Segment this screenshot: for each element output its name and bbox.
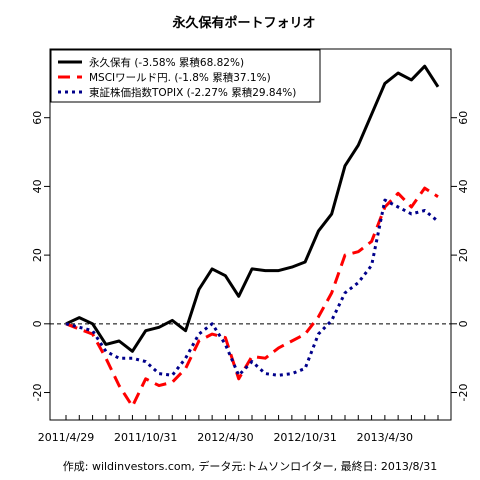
y-tick-label-right: 40: [457, 179, 470, 193]
y-axis-left: -20 0 20 40 60: [31, 111, 50, 402]
chart-title: 永久保有ポートフォリオ: [171, 15, 315, 31]
legend-label-3: 東証株価指数TOPIX (-2.27% 累積29.84%): [89, 86, 296, 99]
y-tick-label-left: 0: [31, 320, 44, 327]
series-line-2: [65, 186, 439, 408]
x-tick-label: 2012/10/31: [273, 431, 336, 444]
y-tick-label-left: 40: [31, 179, 44, 193]
series-line-1: [65, 64, 440, 353]
legend-box: [50, 49, 321, 103]
legend-label-2: MSCIワールド円. (-1.8% 累積37.1%): [89, 71, 271, 84]
series-line-3: [65, 198, 439, 377]
x-tick-label: 2013/4/30: [357, 431, 413, 444]
y-tick-label-right: 60: [457, 111, 470, 125]
y-tick-label-left: -20: [31, 384, 44, 402]
x-tick-label: 2011/4/29: [38, 431, 94, 444]
y-tick-label-right: -20: [457, 384, 470, 402]
y-axis-right: -20 0 20 40 60: [451, 111, 470, 402]
plot-frame: [49, 48, 452, 421]
x-tick-label: 2012/4/30: [197, 431, 253, 444]
series-layer: [65, 64, 440, 408]
legend: 永久保有 (-3.58% 累積68.82%) MSCIワールド円. (-1.8% …: [50, 49, 321, 103]
y-tick-label-right: 0: [457, 320, 470, 327]
legend-label-1: 永久保有 (-3.58% 累積68.82%): [89, 56, 244, 69]
y-tick-label-right: 20: [457, 248, 470, 262]
y-tick-label-left: 60: [31, 111, 44, 125]
footer-source-note: 作成: wildinvestors.com, データ元:トムソンロイター, 最終…: [63, 459, 437, 473]
x-tick-label: 2011/10/31: [114, 431, 177, 444]
x-axis: 2011/4/29 2011/10/31 2012/4/30 2012/10/31 20…: [38, 415, 439, 444]
y-tick-label-left: 20: [31, 248, 44, 262]
